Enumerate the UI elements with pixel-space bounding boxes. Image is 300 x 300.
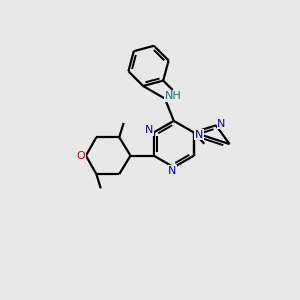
Text: NH: NH — [165, 91, 182, 101]
Text: N: N — [217, 119, 225, 129]
Text: N: N — [195, 130, 203, 140]
Text: N: N — [168, 166, 176, 176]
Text: O: O — [76, 151, 85, 160]
Text: N: N — [145, 125, 153, 135]
